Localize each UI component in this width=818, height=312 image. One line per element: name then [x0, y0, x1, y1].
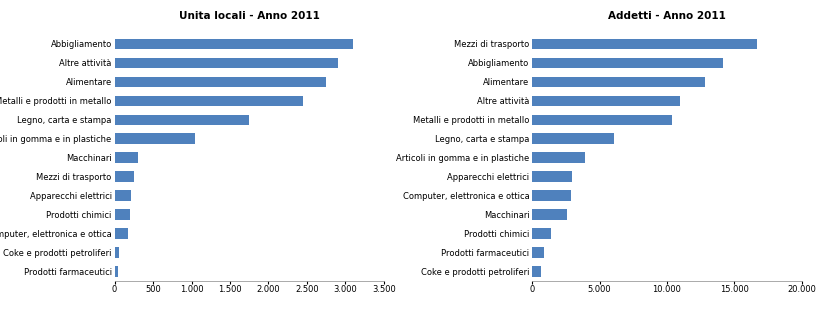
Bar	[533, 228, 551, 239]
Bar	[115, 77, 326, 87]
Bar	[115, 58, 338, 68]
Bar	[533, 77, 704, 87]
Bar	[115, 209, 130, 220]
Bar	[533, 247, 544, 258]
Bar	[115, 247, 119, 258]
Bar	[115, 134, 196, 144]
Bar	[533, 171, 572, 182]
Bar	[533, 39, 757, 49]
Bar	[533, 134, 614, 144]
Bar	[533, 58, 723, 68]
Bar	[533, 190, 571, 201]
Title: Addetti - Anno 2011: Addetti - Anno 2011	[608, 12, 726, 22]
Bar	[115, 39, 353, 49]
Bar	[115, 266, 119, 276]
Bar	[533, 152, 585, 163]
Bar	[115, 171, 134, 182]
Bar	[115, 95, 303, 106]
Bar	[533, 266, 541, 276]
Title: Unita locali - Anno 2011: Unita locali - Anno 2011	[179, 12, 320, 22]
Bar	[115, 190, 132, 201]
Bar	[533, 209, 567, 220]
Bar	[115, 152, 137, 163]
Bar	[115, 228, 128, 239]
Bar	[115, 115, 249, 125]
Bar	[533, 95, 681, 106]
Bar	[533, 115, 672, 125]
